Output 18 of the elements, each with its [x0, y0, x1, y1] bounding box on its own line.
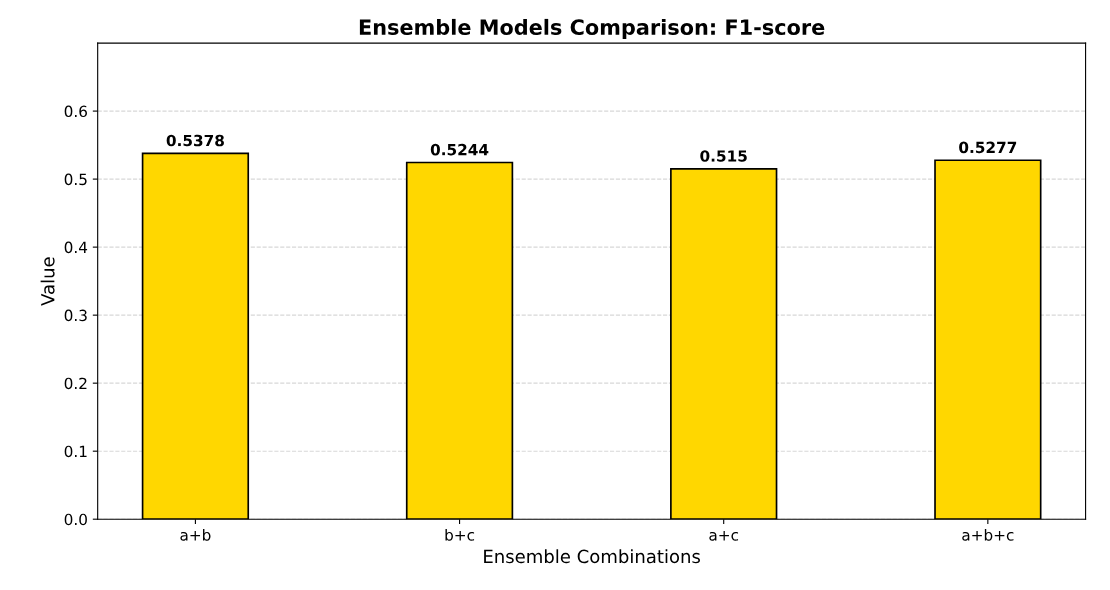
y-tick-label: 0.3: [64, 309, 87, 322]
y-tick-label: 0.1: [64, 445, 87, 458]
y-axis-title: Value: [40, 257, 55, 306]
y-tick-label: 0.6: [64, 105, 87, 118]
data-label: 0.5277: [959, 141, 1017, 154]
y-tick-label: 0.0: [64, 513, 87, 526]
data-label: 0.5244: [430, 143, 489, 156]
chart-title: Ensemble Models Comparison: F1-score: [359, 18, 825, 40]
x-tick-label: b+c: [445, 528, 475, 541]
y-tick-label: 0.4: [64, 241, 88, 254]
x-tick-label: a+b: [180, 528, 211, 541]
data-label: 0.5378: [166, 134, 224, 147]
data-label: 0.515: [700, 150, 747, 162]
x-tick-label: a+c: [709, 530, 739, 541]
x-axis-title: Ensemble Combinations: [484, 549, 700, 564]
y-tick-label: 0.2: [64, 377, 87, 390]
x-tick-label: a+b+c: [962, 528, 1014, 541]
y-tick-label: 0.5: [64, 173, 87, 186]
